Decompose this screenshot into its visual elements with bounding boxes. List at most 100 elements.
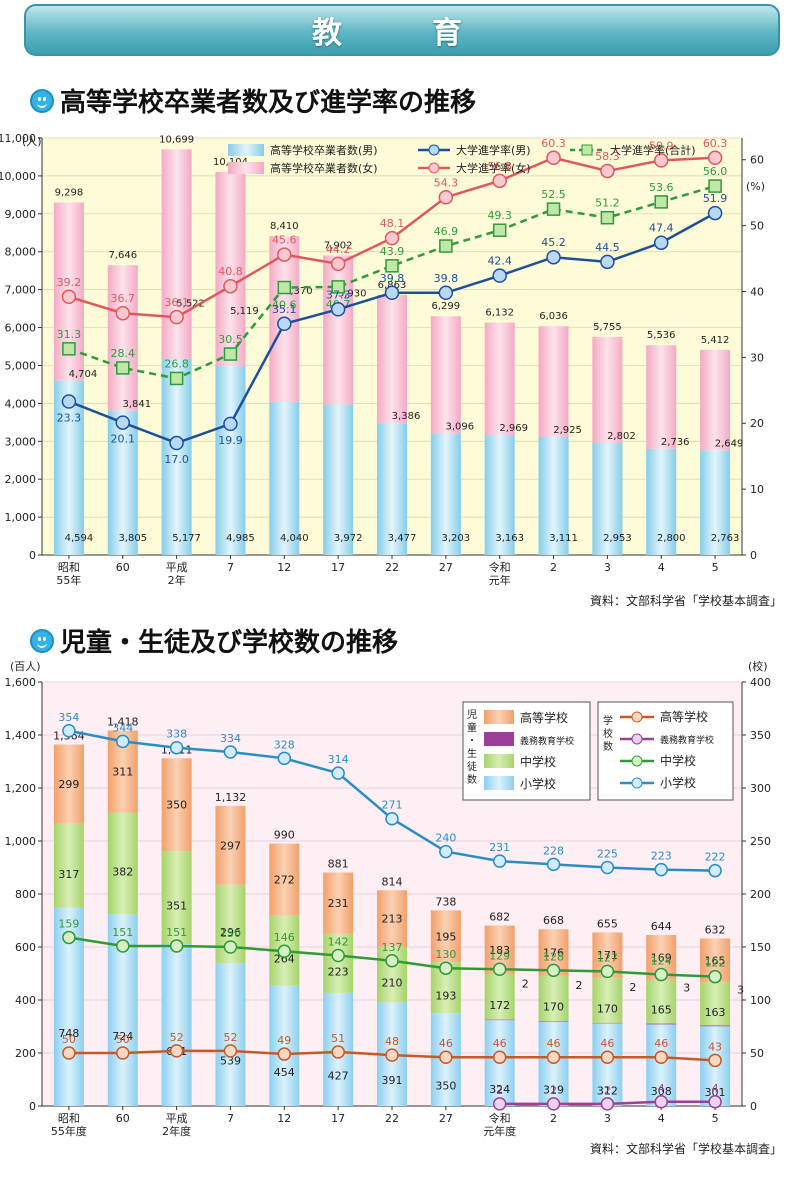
section1-source: 資料：文部科学省「学校基本調査」 <box>589 594 782 608</box>
y-tick-label: 800 <box>15 888 36 901</box>
y2-tick-label: 200 <box>750 888 771 901</box>
label-high: 231 <box>328 897 349 910</box>
schools-middle-marker <box>62 930 76 945</box>
schools-middle-marker <box>385 954 399 968</box>
y2-tick-label: 50 <box>750 220 764 233</box>
bar-middle <box>161 851 192 945</box>
y2-unit: (校) <box>748 659 768 673</box>
legend: 高等学校卒業者数(男) 高等学校卒業者数(女) 大学進学率(男) 大学進学率(女) 大学… <box>228 143 696 175</box>
y-tick-label: 1,000 <box>5 835 37 848</box>
legend-marker <box>428 162 440 174</box>
univ-female-marker <box>546 150 561 166</box>
y-tick-label: 6,000 <box>5 322 37 335</box>
label-elementary: 350 <box>435 1080 456 1093</box>
univ-female-label: 44.2 <box>326 243 351 256</box>
y-tick-label: 1,200 <box>5 782 37 795</box>
bar-elementary <box>592 1023 623 1106</box>
legend-title-char: 校 <box>603 727 613 740</box>
label-total: 644 <box>651 920 672 933</box>
label-middle: 223 <box>328 965 349 978</box>
legend-marker <box>631 733 643 745</box>
bar-high <box>430 910 461 963</box>
chart-graduates: 0 1,000 2,000 3,000 4,000 5,000 6,000 7,000 8,00… <box>0 132 765 587</box>
label-total: 5,412 <box>701 335 730 346</box>
schools-middle-marker <box>439 961 453 975</box>
univ-male-label: 39.8 <box>380 272 405 285</box>
schools-compulsory-marker <box>546 1097 561 1111</box>
bar-female <box>377 294 407 424</box>
legend-label: 中学校 <box>520 754 556 769</box>
label-compulsory: 2 <box>522 978 529 991</box>
schools-high-marker <box>385 1048 399 1062</box>
label-middle: 193 <box>435 990 456 1003</box>
univ-total-marker <box>600 210 615 225</box>
smiley-icon <box>30 628 54 653</box>
y2-tick-label: 30 <box>750 351 764 364</box>
y-tick-label: 4,000 <box>5 397 37 410</box>
label-elementary: 539 <box>220 1055 241 1068</box>
y2-unit: (%) <box>746 180 765 193</box>
label-elementary: 312 <box>597 1085 618 1098</box>
label-elementary: 324 <box>489 1083 510 1096</box>
schools-high-label: 51 <box>331 1032 345 1045</box>
schools-middle-marker <box>492 962 507 977</box>
label-high: 299 <box>58 778 79 791</box>
schools-elementary-marker <box>385 811 399 826</box>
label-total: 10,699 <box>159 134 194 145</box>
schools-high-marker <box>439 1050 453 1064</box>
univ-female-label: 60.3 <box>541 137 566 150</box>
bar-male <box>323 404 354 555</box>
label-total: 6,036 <box>539 311 568 322</box>
schools-middle-label: 124 <box>651 955 672 968</box>
label-elementary: 308 <box>651 1085 672 1098</box>
label-elementary: 454 <box>274 1066 295 1079</box>
schools-elementary-marker <box>600 860 615 875</box>
univ-total-label: 53.6 <box>649 181 674 194</box>
univ-total-marker <box>546 202 561 216</box>
legend-title-char: 童 <box>467 721 477 734</box>
schools-elementary-label: 338 <box>166 728 187 741</box>
bar-elementary <box>161 944 192 1106</box>
univ-male-marker <box>653 235 669 250</box>
label-total: 682 <box>489 911 510 924</box>
label-middle: 170 <box>597 1002 618 1015</box>
label-male: 3,111 <box>549 533 578 544</box>
label-female: 5,522 <box>176 299 205 310</box>
label-female: 5,119 <box>230 306 259 317</box>
univ-total-label: 52.5 <box>541 188 566 201</box>
univ-male-marker <box>169 435 184 451</box>
label-elementary: 301 <box>705 1086 726 1099</box>
schools-high-marker <box>708 1053 722 1068</box>
label-total: 1,418 <box>107 715 139 728</box>
x-tick-label: 昭和 55年度 <box>51 1112 87 1138</box>
x-tick-label: 12 <box>277 561 291 574</box>
univ-male-marker <box>61 394 77 409</box>
label-female: 4,370 <box>284 286 313 297</box>
label-female: 3,841 <box>122 399 151 410</box>
bar-middle <box>484 974 515 1020</box>
schools-compulsory-label: 4 <box>658 1082 665 1095</box>
x-tick-label: 12 <box>277 1112 291 1125</box>
bar-middle <box>646 979 677 1024</box>
y-tick-label: 2,000 <box>5 473 37 486</box>
bar-compulsory <box>700 1025 731 1027</box>
schools-middle-marker <box>223 940 238 954</box>
section2-source: 資料：文部科学省「学校基本調査」 <box>589 1142 782 1156</box>
y-tick-label: 1,000 <box>5 511 37 524</box>
schools-elementary-marker <box>439 844 453 859</box>
legend-title-char: ・ <box>467 736 477 747</box>
univ-total-marker <box>385 259 399 273</box>
schools-elementary-label: 240 <box>435 832 456 845</box>
y-tick-label: 5,000 <box>5 359 37 372</box>
legend-label: 高等学校 <box>660 709 708 724</box>
label-high: 297 <box>220 839 241 852</box>
schools-middle-label: 122 <box>705 957 726 970</box>
x-tick-label: 60 <box>116 1112 130 1125</box>
univ-male-marker <box>277 316 292 332</box>
schools-high-marker <box>492 1050 507 1064</box>
schools-middle-label: 159 <box>58 917 79 930</box>
bar-middle <box>107 812 138 915</box>
bar-female <box>161 149 192 359</box>
schools-elementary-marker <box>169 740 184 755</box>
